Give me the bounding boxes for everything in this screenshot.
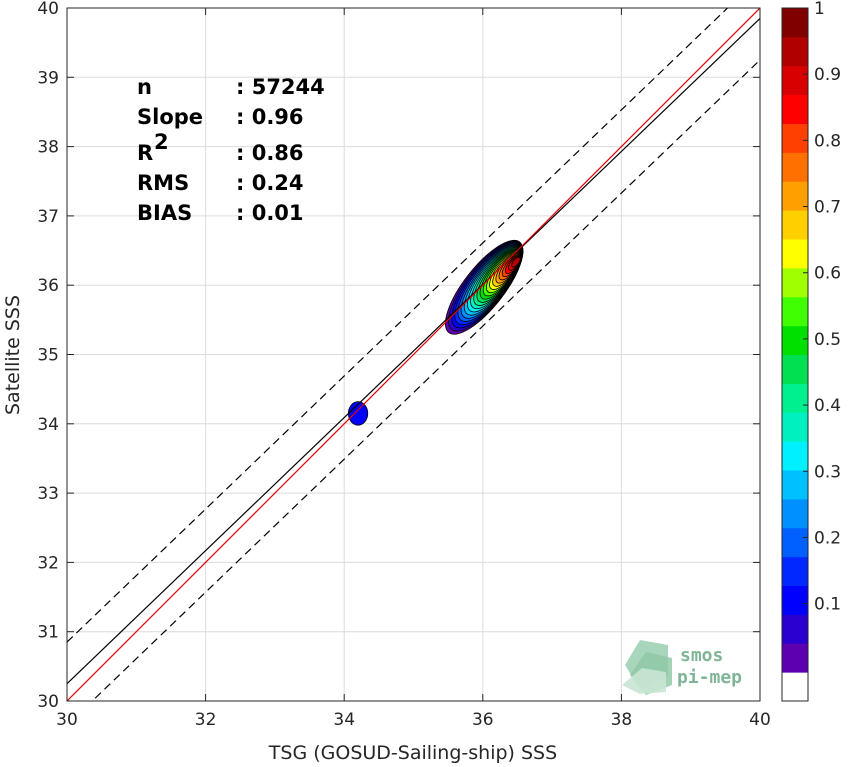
colorbar-tick-label: 0.7 (814, 198, 841, 218)
colorbar-segment (782, 556, 808, 586)
colorbar-segment (782, 210, 808, 240)
colorbar-tick-label: 0.5 (814, 330, 841, 350)
density-level (511, 256, 521, 268)
y-tick-label: 37 (37, 207, 59, 227)
stat-key: Slope (137, 105, 203, 129)
colorbar-segment (782, 123, 808, 153)
y-axis-ticks: 30 31 32 33 34 35 36 37 38 39 40 (37, 0, 760, 712)
colorbar-frame (781, 7, 809, 702)
logo-text-smos: smos (680, 645, 723, 666)
y-tick-label: 38 (37, 138, 59, 158)
y-tick-label: 30 (37, 692, 59, 712)
x-tick-label: 30 (56, 710, 78, 730)
logo-text-pimep: pi-mep (677, 667, 742, 688)
colorbar-tick-label: 0.4 (814, 396, 841, 416)
y-tick-label: 35 (37, 346, 59, 366)
x-tick-label: 38 (611, 710, 633, 730)
stat-value: : 0.86 (236, 141, 304, 165)
stat-value: : 0.01 (236, 201, 304, 225)
grid-lines (66, 7, 761, 702)
colorbar-segment (782, 36, 808, 67)
colorbar-segment (782, 94, 808, 124)
stat-value: : 0.96 (236, 105, 304, 129)
stat-key: n (137, 75, 152, 99)
x-axis-label: TSG (GOSUD-Sailing-ship) SSS (268, 742, 557, 764)
colorbar-segment (782, 152, 808, 182)
colorbar-tick-label: 0.1 (814, 595, 841, 615)
y-tick-label: 36 (37, 276, 59, 296)
colorbar-tick-label: 0.2 (814, 528, 841, 548)
colorbar-segment (782, 383, 808, 413)
y-axis-label: Satellite SSS (2, 295, 24, 415)
colorbar-segment (782, 441, 808, 471)
logo: smos pi-mep (622, 640, 742, 695)
colorbar-tick-label: 1 (814, 0, 825, 19)
x-tick-label: 34 (333, 710, 355, 730)
colorbar-tick-label: 0.6 (814, 264, 841, 284)
y-tick-label: 34 (37, 415, 59, 435)
y-tick-label: 32 (37, 553, 59, 573)
lower-bound-line (91, 59, 760, 701)
colorbar-segment (782, 325, 808, 355)
colorbar-segment (782, 527, 808, 558)
x-tick-label: 36 (472, 710, 494, 730)
colorbar-segment (782, 672, 808, 702)
colorbar-segment (782, 470, 808, 500)
y-tick-label: 40 (37, 0, 59, 19)
colorbar-tick-label: 0.8 (814, 131, 841, 151)
identity-line (67, 8, 760, 701)
stat-key: R (137, 141, 153, 165)
colorbar-segment (782, 498, 808, 529)
colorbar-segment (782, 412, 808, 442)
stat-key: RMS (137, 171, 189, 195)
colorbar-segment (782, 8, 808, 38)
stat-key: BIAS (137, 201, 192, 225)
colorbar-segment (782, 239, 808, 269)
stat-value: : 0.24 (236, 171, 304, 195)
stats-box: n : 57244 Slope : 0.96 R 2 : 0.86 RMS : 0.24 BIAS… (137, 75, 325, 225)
upper-bound-line (67, 8, 729, 643)
x-axis-ticks: 30 32 34 36 38 40 (56, 8, 771, 730)
colorbar-segment (782, 65, 808, 96)
stat-superscript: 2 (154, 130, 169, 154)
fit-line (67, 17, 760, 685)
colorbar-tick-label: 0.3 (814, 462, 841, 482)
x-tick-label: 32 (195, 710, 217, 730)
logo-wave-icon (622, 640, 672, 695)
colorbar-segment (782, 296, 808, 327)
colorbar-segment (782, 354, 808, 384)
colorbar-segment (782, 181, 808, 211)
y-tick-label: 33 (37, 484, 59, 504)
density-cluster-small (347, 401, 369, 426)
colorbar-segment (782, 585, 808, 615)
stat-value: : 57244 (236, 75, 325, 99)
colorbar: 0.1 0.2 0.3 0.4 0.5 0.6 0.7 0.8 0.9 1 (781, 0, 841, 702)
colorbar-segment (782, 643, 808, 673)
y-tick-label: 31 (37, 623, 59, 643)
colorbar-tick-label: 0.9 (814, 65, 841, 85)
x-tick-label: 40 (749, 710, 771, 730)
reference-lines (67, 8, 760, 701)
y-tick-label: 39 (37, 68, 59, 88)
colorbar-segment (782, 614, 808, 644)
